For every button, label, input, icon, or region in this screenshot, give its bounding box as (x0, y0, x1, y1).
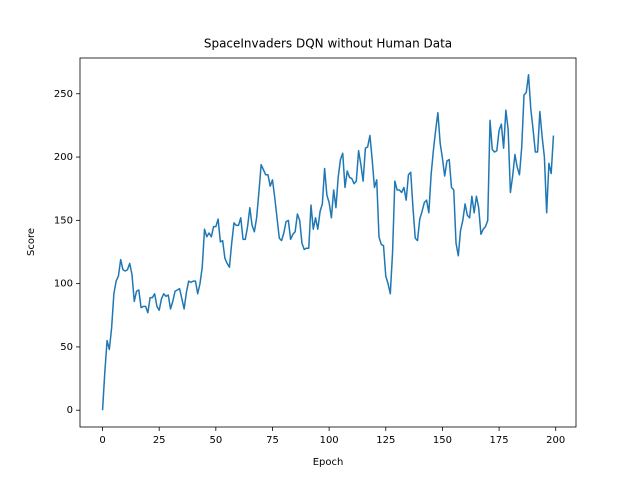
data-line (101, 74, 555, 411)
y-tick-label: 50 (60, 342, 73, 353)
x-tick-label: 0 (99, 435, 105, 446)
y-tick-label: 150 (54, 215, 73, 226)
x-tick-label: 150 (433, 435, 452, 446)
x-tick-label: 200 (546, 435, 565, 446)
x-tick-label: 175 (490, 435, 509, 446)
y-tick-label: 100 (54, 279, 73, 290)
y-tick-label: 250 (54, 89, 73, 100)
x-axis-label: Epoch (313, 457, 344, 468)
y-tick-label: 0 (67, 405, 73, 416)
y-tick-label: 200 (54, 152, 73, 163)
x-tick-label: 100 (320, 435, 339, 446)
x-tick-label: 25 (153, 435, 166, 446)
x-tick-label: 75 (266, 435, 279, 446)
chart-title: SpaceInvaders DQN without Human Data (204, 37, 452, 51)
x-tick-label: 50 (209, 435, 222, 446)
x-tick-label: 125 (376, 435, 395, 446)
plot-frame (79, 57, 577, 428)
y-axis-label: Score (26, 228, 37, 256)
